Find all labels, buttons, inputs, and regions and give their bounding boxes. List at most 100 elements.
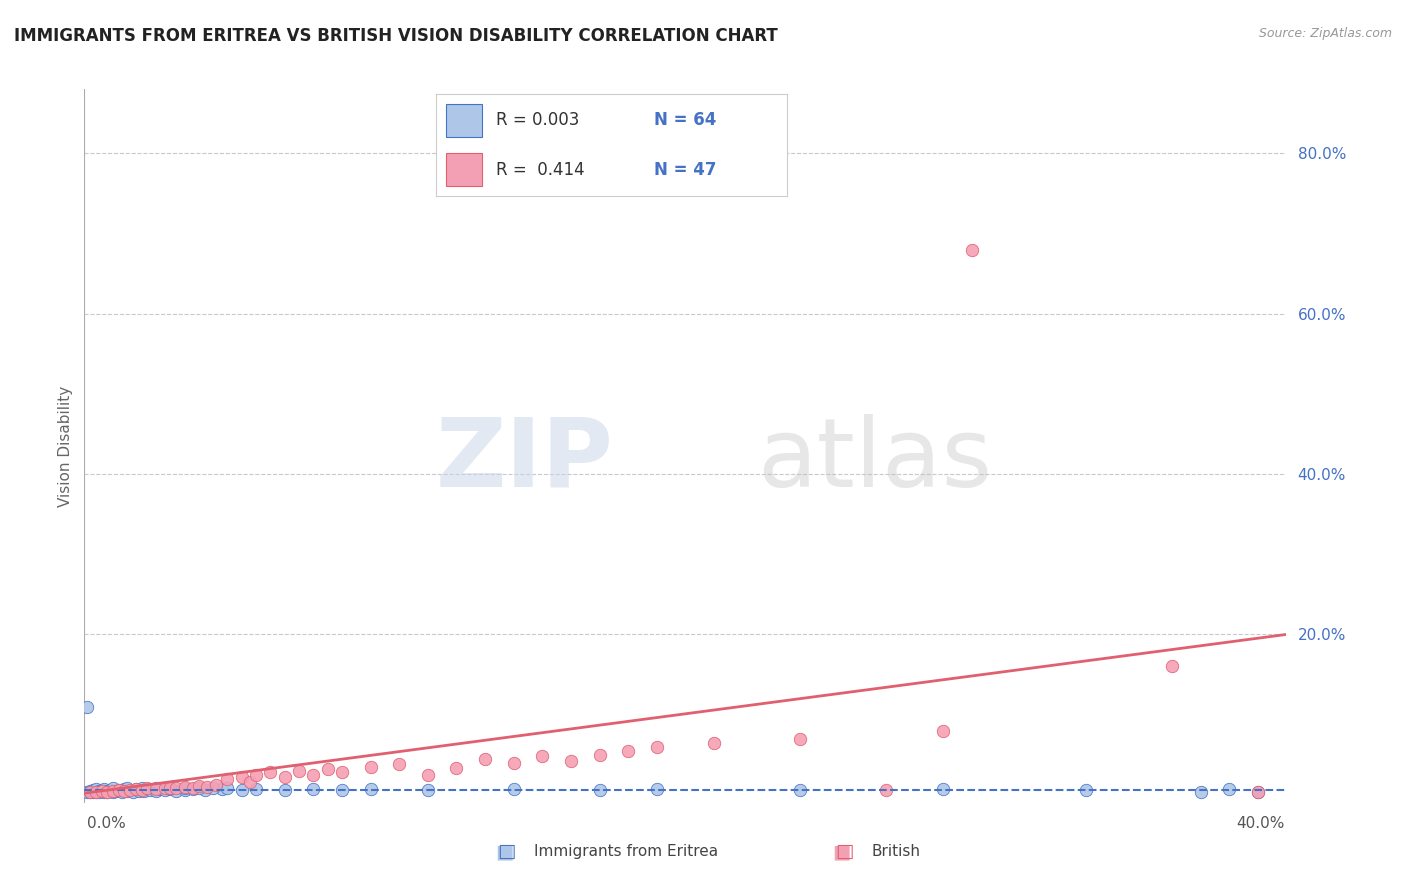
Point [617, 744, 640, 758]
Text: Immigrants from Eritrea: Immigrants from Eritrea [534, 845, 718, 859]
Point [84, 782, 107, 797]
Point [416, 768, 439, 782]
Point [79, 784, 101, 798]
Point [245, 782, 267, 797]
Point [330, 765, 353, 780]
Point [159, 780, 181, 795]
Text: □: □ [835, 842, 853, 862]
Point [1076, 783, 1098, 797]
Text: ZIP: ZIP [436, 414, 613, 507]
Point [120, 783, 142, 797]
Point [194, 783, 217, 797]
Point [120, 783, 142, 797]
Point [104, 784, 127, 798]
Point [217, 772, 239, 786]
Point [114, 782, 135, 797]
Point [139, 783, 162, 797]
Text: IMMIGRANTS FROM ERITREA VS BRITISH VISION DISABILITY CORRELATION CHART: IMMIGRANTS FROM ERITREA VS BRITISH VISIO… [14, 27, 778, 45]
Point [1247, 784, 1270, 798]
Point [197, 780, 219, 794]
Point [134, 784, 156, 798]
Point [79, 784, 101, 798]
Point [645, 739, 668, 754]
Point [79, 785, 101, 799]
Point [101, 784, 124, 798]
Point [245, 768, 267, 782]
Point [107, 783, 129, 797]
Text: ■: ■ [495, 842, 513, 862]
Point [82, 785, 104, 799]
Point [502, 756, 524, 770]
Point [114, 784, 135, 798]
Point [165, 781, 187, 796]
Point [96, 785, 118, 799]
Text: British: British [872, 845, 921, 859]
Point [145, 784, 167, 798]
Point [117, 781, 139, 796]
Point [1247, 785, 1270, 799]
Point [1161, 659, 1184, 673]
Point [90, 783, 112, 797]
Point [93, 784, 115, 798]
Point [101, 784, 124, 798]
Point [90, 784, 112, 798]
Point [588, 747, 610, 762]
Point [136, 782, 159, 797]
Point [202, 781, 225, 796]
Point [131, 780, 153, 795]
Point [131, 783, 153, 797]
Point [302, 768, 325, 782]
Text: 40.0%: 40.0% [1237, 816, 1285, 831]
Text: atlas: atlas [758, 414, 993, 507]
Point [217, 780, 239, 795]
Point [187, 779, 209, 793]
Point [789, 731, 811, 746]
Text: N = 47: N = 47 [654, 161, 716, 178]
Point [187, 780, 209, 795]
Point [76, 699, 98, 714]
Text: R =  0.414: R = 0.414 [496, 161, 585, 178]
Point [181, 780, 204, 795]
Point [388, 757, 411, 772]
Point [153, 781, 176, 796]
Point [101, 781, 124, 796]
Point [93, 782, 115, 797]
Point [360, 782, 382, 797]
Point [211, 782, 233, 797]
Point [82, 783, 104, 797]
Point [1189, 785, 1212, 799]
Point [239, 775, 262, 789]
Y-axis label: Vision Disability: Vision Disability [58, 385, 73, 507]
Point [932, 782, 955, 797]
Point [360, 760, 382, 774]
Point [316, 762, 339, 776]
Point [588, 783, 610, 797]
Point [165, 784, 187, 798]
Point [110, 784, 132, 798]
Point [1218, 782, 1240, 797]
Point [789, 783, 811, 797]
Point [173, 783, 195, 797]
Point [330, 783, 353, 797]
Point [875, 783, 897, 797]
Point [645, 782, 668, 797]
Point [960, 243, 983, 257]
Text: Source: ZipAtlas.com: Source: ZipAtlas.com [1258, 27, 1392, 40]
Text: 0.0%: 0.0% [87, 816, 127, 831]
Point [84, 784, 107, 798]
Point [159, 780, 181, 795]
Point [173, 781, 195, 796]
FancyBboxPatch shape [447, 153, 481, 186]
Point [159, 782, 181, 797]
Point [703, 736, 725, 750]
Point [274, 770, 297, 784]
Point [117, 784, 139, 798]
Point [288, 764, 311, 778]
Point [107, 783, 129, 797]
Point [205, 778, 228, 792]
Point [96, 784, 118, 798]
Point [148, 782, 170, 797]
Point [531, 749, 554, 764]
Point [98, 783, 121, 797]
Point [446, 761, 468, 775]
